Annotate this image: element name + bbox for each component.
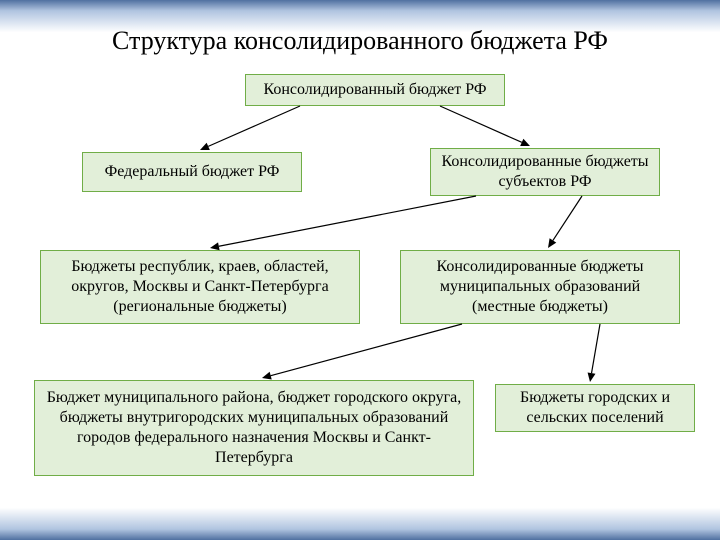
node-n5: Консолидированные бюджеты муниципальных … xyxy=(400,250,680,324)
node-n4: Бюджеты республик, краев, областей, окру… xyxy=(40,250,360,324)
page-title: Структура консолидированного бюджета РФ xyxy=(0,26,720,56)
node-n6: Бюджет муниципального района, бюджет гор… xyxy=(34,380,474,476)
node-n2: Федеральный бюджет РФ xyxy=(82,152,302,192)
node-n3: Консолидированные бюджеты субъектов РФ xyxy=(430,148,660,196)
node-n1: Консолидированный бюджет РФ xyxy=(245,74,505,106)
node-n7: Бюджеты городских и сельских поселений xyxy=(495,384,695,432)
